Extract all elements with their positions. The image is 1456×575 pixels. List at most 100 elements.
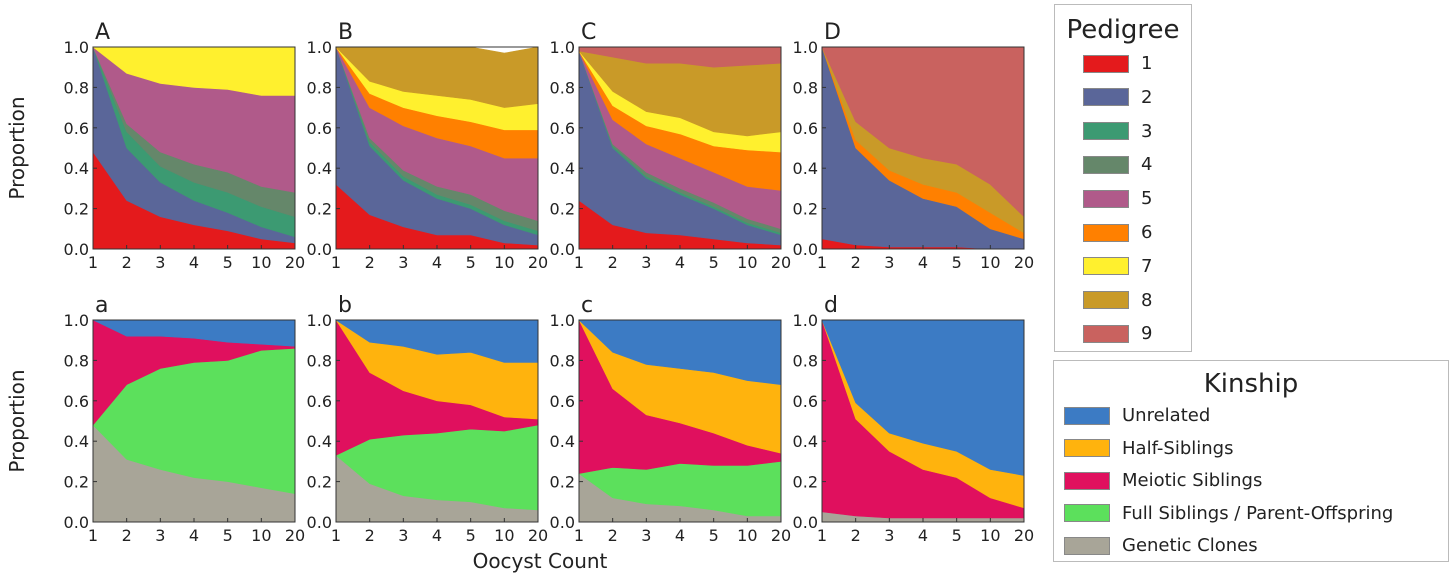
xtick-label-C-5: 10 xyxy=(737,253,757,272)
pedigree-label-2: 3 xyxy=(1141,120,1153,142)
xtick-label-A-6: 20 xyxy=(285,253,305,272)
panel-letter-A: A xyxy=(95,20,110,45)
xtick-label-D-5: 10 xyxy=(980,253,1000,272)
xtick-label-A-3: 4 xyxy=(189,253,199,272)
xtick-label-a-1: 2 xyxy=(122,526,132,545)
ytick-label-C-3: 0.6 xyxy=(550,119,575,138)
pedigree-legend-title: Pedigree xyxy=(1066,15,1180,45)
pedigree-legend: Pedigree 1 2 3 4 5 6 7 8 9 xyxy=(1054,4,1192,352)
panel-letter-C: C xyxy=(581,20,596,45)
pedigree-swatch-5 xyxy=(1083,223,1129,242)
panel-letter-d: d xyxy=(824,293,838,318)
kinship-legend-title: Kinship xyxy=(1203,369,1299,399)
y-axis-label-top: Proportion xyxy=(5,96,29,199)
ytick-label-d-0: 0.0 xyxy=(793,513,818,532)
ytick-label-A-3: 0.6 xyxy=(64,119,89,138)
xtick-label-D-6: 20 xyxy=(1014,253,1034,272)
xtick-label-D-0: 1 xyxy=(817,253,827,272)
xtick-label-B-4: 5 xyxy=(466,253,476,272)
xtick-label-d-4: 5 xyxy=(952,526,962,545)
ytick-label-c-4: 0.8 xyxy=(550,351,575,370)
xtick-label-D-2: 3 xyxy=(884,253,894,272)
xtick-label-d-5: 10 xyxy=(980,526,1000,545)
pedigree-label-4: 5 xyxy=(1141,188,1153,210)
xtick-label-B-0: 1 xyxy=(331,253,341,272)
pedigree-label-6: 7 xyxy=(1141,255,1153,277)
xtick-label-c-6: 20 xyxy=(771,526,791,545)
kinship-label-1: Half-Siblings xyxy=(1122,437,1234,459)
ytick-label-B-3: 0.6 xyxy=(307,119,332,138)
ytick-label-b-2: 0.4 xyxy=(307,432,332,451)
ytick-label-b-3: 0.6 xyxy=(307,392,332,411)
ytick-label-B-5: 1.0 xyxy=(307,38,332,57)
kinship-swatch-0 xyxy=(1064,406,1110,425)
xtick-label-C-4: 5 xyxy=(709,253,719,272)
ytick-label-C-1: 0.2 xyxy=(550,200,575,219)
xtick-label-b-1: 2 xyxy=(365,526,375,545)
pedigree-swatch-1 xyxy=(1083,88,1129,107)
xtick-label-B-1: 2 xyxy=(365,253,375,272)
xtick-label-C-3: 4 xyxy=(675,253,685,272)
ytick-label-D-3: 0.6 xyxy=(793,119,818,138)
pedigree-swatch-6 xyxy=(1083,257,1129,276)
ytick-label-b-0: 0.0 xyxy=(307,513,332,532)
xtick-label-a-5: 10 xyxy=(251,526,271,545)
pedigree-entry-6: 7 xyxy=(1083,256,1152,277)
xtick-label-C-2: 3 xyxy=(641,253,651,272)
pedigree-swatch-4 xyxy=(1083,189,1129,208)
ytick-label-a-1: 0.2 xyxy=(64,473,89,492)
kinship-label-2: Meiotic Siblings xyxy=(1122,470,1263,491)
xtick-label-A-4: 5 xyxy=(223,253,233,272)
xtick-label-b-6: 20 xyxy=(528,526,548,545)
ytick-label-d-2: 0.4 xyxy=(793,432,818,451)
xtick-label-D-1: 2 xyxy=(851,253,861,272)
kinship-swatch-3 xyxy=(1064,504,1110,522)
ytick-label-D-0: 0.0 xyxy=(793,240,818,259)
xtick-label-a-4: 5 xyxy=(223,526,233,545)
pedigree-entry-5: 6 xyxy=(1083,222,1152,243)
ytick-label-c-1: 0.2 xyxy=(550,473,575,492)
xtick-label-A-0: 1 xyxy=(88,253,98,272)
ytick-label-B-0: 0.0 xyxy=(307,240,332,259)
ytick-label-A-5: 1.0 xyxy=(64,38,89,57)
panels-group: A 0.0 0.2 0.4 0.6 0.8 1.0 1 2 3 4 5 10 20 B 0.0 0.2 0.4 0.… xyxy=(64,20,1035,545)
xtick-label-b-3: 4 xyxy=(432,526,442,545)
kinship-entry-4: Genetic Clones xyxy=(1064,535,1258,556)
xtick-label-B-3: 4 xyxy=(432,253,442,272)
ytick-label-D-2: 0.4 xyxy=(793,159,818,178)
ytick-label-a-5: 1.0 xyxy=(64,311,89,330)
ytick-label-C-2: 0.4 xyxy=(550,159,575,178)
pedigree-entry-7: 8 xyxy=(1083,290,1152,311)
pedigree-swatch-0 xyxy=(1083,54,1129,73)
ytick-label-D-5: 1.0 xyxy=(793,38,818,57)
ytick-label-d-1: 0.2 xyxy=(793,473,818,492)
ytick-label-c-3: 0.6 xyxy=(550,392,575,411)
xtick-label-d-2: 3 xyxy=(884,526,894,545)
panel-letter-a: a xyxy=(95,293,108,318)
pedigree-swatch-7 xyxy=(1083,291,1129,310)
ytick-label-a-3: 0.6 xyxy=(64,392,89,411)
pedigree-label-7: 8 xyxy=(1141,289,1153,311)
pedigree-entry-1: 2 xyxy=(1083,87,1152,108)
xtick-label-A-2: 3 xyxy=(155,253,165,272)
xtick-label-d-1: 2 xyxy=(851,526,861,545)
xtick-label-c-3: 4 xyxy=(675,526,685,545)
ytick-label-c-0: 0.0 xyxy=(550,513,575,532)
ytick-label-C-0: 0.0 xyxy=(550,240,575,259)
ytick-label-A-1: 0.2 xyxy=(64,200,89,219)
pedigree-entry-8: 9 xyxy=(1083,323,1152,344)
panel-letter-b: b xyxy=(338,293,352,318)
kinship-label-4: Genetic Clones xyxy=(1122,535,1258,556)
kinship-label-3: Full Siblings / Parent-Offspring xyxy=(1122,502,1394,524)
xtick-label-a-3: 4 xyxy=(189,526,199,545)
pedigree-label-1: 2 xyxy=(1141,86,1153,108)
ytick-label-A-0: 0.0 xyxy=(64,240,89,259)
pedigree-label-3: 4 xyxy=(1141,154,1153,176)
ytick-label-b-4: 0.8 xyxy=(307,351,332,370)
pedigree-entry-0: 1 xyxy=(1083,53,1152,74)
pedigree-entry-4: 5 xyxy=(1083,188,1152,209)
ytick-label-B-1: 0.2 xyxy=(307,200,332,219)
y-axis-label-bottom: Proportion xyxy=(5,369,29,472)
panel-letter-B: B xyxy=(338,20,353,45)
